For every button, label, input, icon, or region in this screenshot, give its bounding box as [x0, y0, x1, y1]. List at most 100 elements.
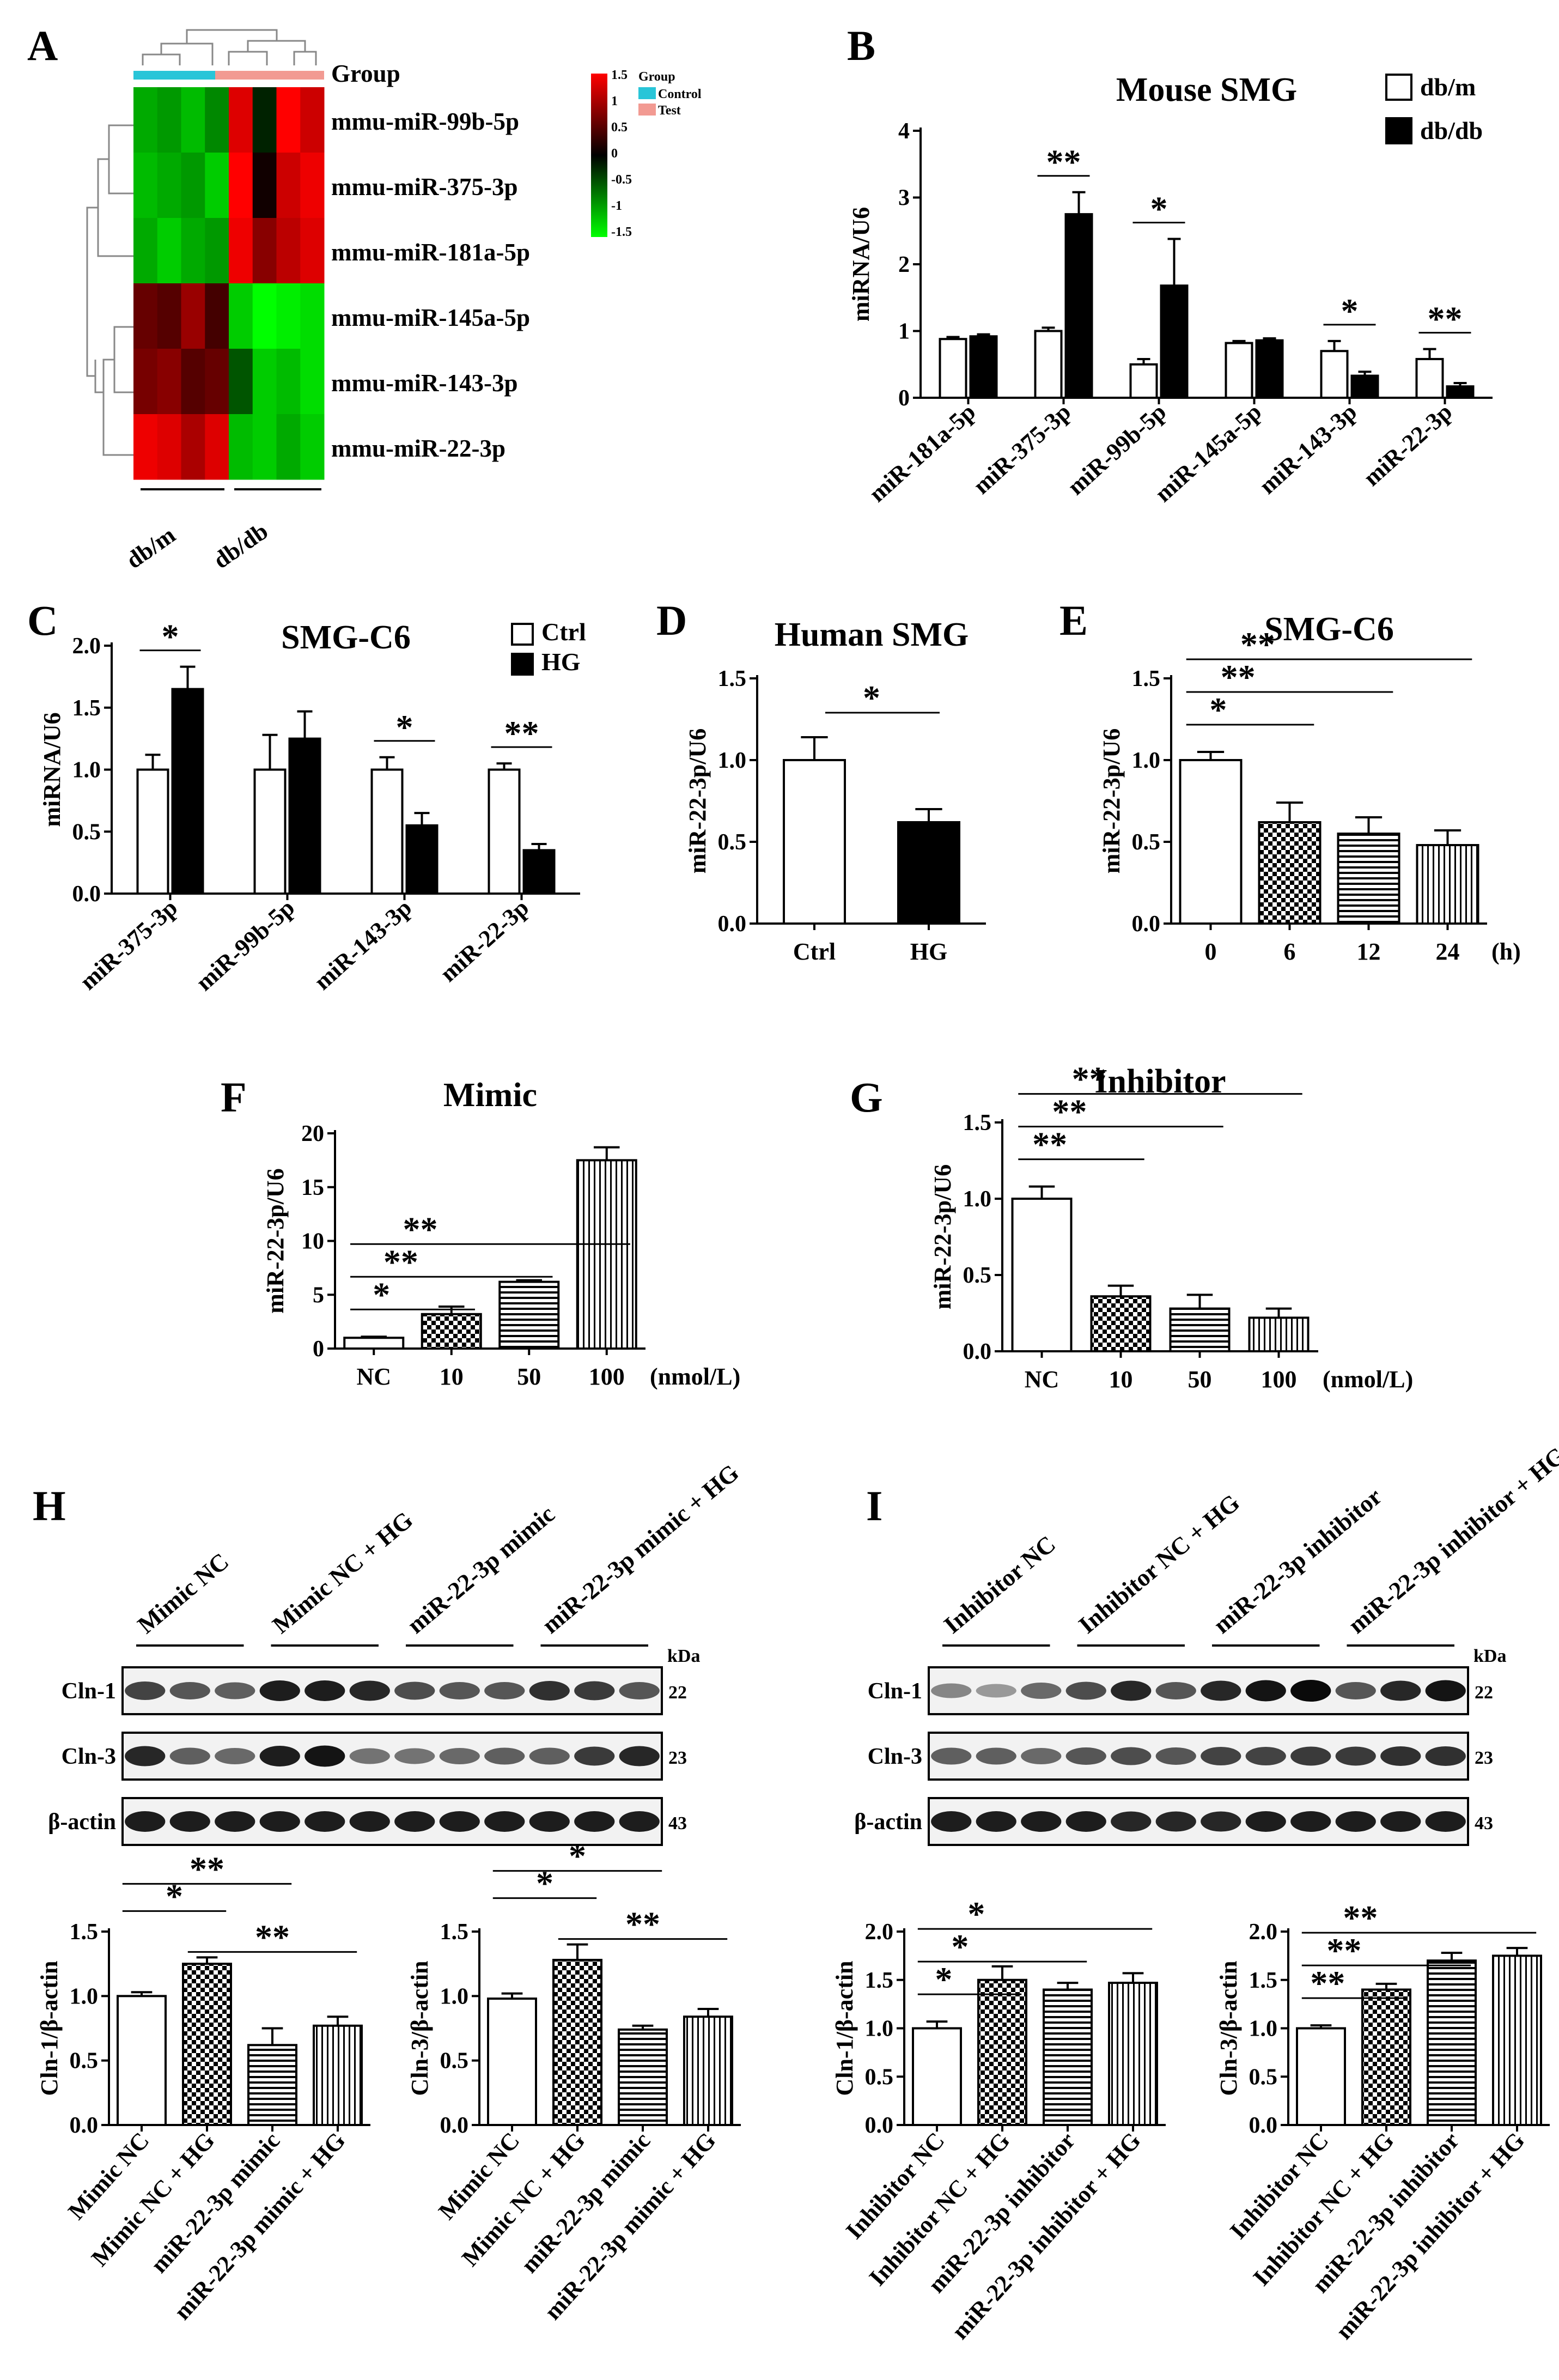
protein-band [1065, 1811, 1106, 1832]
y-tick-label: 1.0 [718, 748, 747, 773]
x-category-label: NC [356, 1363, 391, 1390]
y-tick-label: 0.0 [963, 1339, 992, 1364]
heatmap-cell [133, 349, 158, 415]
y-tick-label: 1.5 [865, 1968, 894, 1993]
protein-band [1155, 1682, 1196, 1699]
protein-band [1380, 1746, 1421, 1766]
blot-frame [121, 1797, 663, 1846]
protein-band [1201, 1811, 1241, 1832]
heatmap-cell [276, 153, 301, 218]
heatmap-cell [181, 349, 205, 415]
protein-band [125, 1811, 166, 1832]
significance-stars: ** [1072, 1060, 1107, 1098]
bar [488, 768, 521, 895]
protein-band [931, 1747, 972, 1765]
significance-stars: ** [255, 1917, 290, 1956]
significance-stars: * [396, 708, 413, 746]
lane-group-label: miR-22-3p mimic [402, 1500, 560, 1638]
heatmap-cell [252, 283, 277, 349]
protein-band [349, 1680, 390, 1701]
heatmap-cell [205, 87, 229, 153]
heatmap-cell [205, 283, 229, 349]
y-tick-label: 1.0 [865, 2017, 894, 2042]
legend-label: Ctrl [541, 618, 586, 646]
protein-band [349, 1748, 390, 1764]
bar [1258, 821, 1322, 925]
bar [1415, 357, 1444, 399]
chart-g: G Inhibitor0.00.51.01.5miR-22-3p/U6******… [850, 1060, 1413, 1393]
bar [405, 824, 439, 895]
heatmap-cell [276, 218, 301, 284]
y-tick-label: 1.5 [1249, 1968, 1278, 1993]
y-tick-label: 1.0 [1249, 2017, 1278, 2042]
y-tick-label: 0.0 [70, 2113, 99, 2138]
y-axis-label: miRNA/U6 [848, 207, 874, 321]
bar [136, 768, 169, 895]
panel-letter: E [1059, 597, 1088, 644]
y-axis-label: Cln-1/β-actin [831, 1960, 858, 2096]
bar [1011, 1198, 1073, 1352]
panel-letter: G [850, 1073, 883, 1121]
protein-band [394, 1748, 435, 1764]
bar [552, 1959, 602, 2126]
bar [522, 849, 556, 895]
bar [1034, 330, 1063, 399]
bar [1248, 1316, 1310, 1352]
y-tick-label: 1.5 [70, 1920, 99, 1945]
blot-frame [928, 1797, 1469, 1846]
protein-band [1290, 1811, 1331, 1832]
y-tick-label: 20 [301, 1121, 324, 1146]
protein-band [1155, 1747, 1196, 1765]
y-tick-label: 1 [898, 319, 910, 344]
x-category-label: 10 [1109, 1366, 1133, 1393]
band-kda: 22 [668, 1683, 687, 1703]
protein-band [1245, 1747, 1286, 1765]
protein-band [976, 1684, 1016, 1698]
protein-band [1201, 1680, 1241, 1701]
y-tick-label: 2.0 [1249, 1920, 1278, 1945]
panel-letter: C [27, 597, 58, 644]
y-tick-label: 1.0 [1132, 748, 1161, 773]
significance-stars: * [967, 1895, 985, 1933]
significance-stars: * [162, 617, 179, 656]
heatmap-cell [300, 283, 325, 349]
y-axis-label: Cln-1/β-actin [36, 1960, 63, 2096]
protein-band [484, 1811, 525, 1832]
legend-swatch-control [638, 87, 656, 99]
bar [1169, 1307, 1231, 1353]
heatmap-group-label: Group [331, 60, 400, 87]
bar [1492, 1954, 1542, 2126]
x-category-label: miR-181a-5p [864, 398, 981, 507]
heatmap-cell [181, 153, 205, 218]
heatmap-cell [157, 283, 181, 349]
bar [1337, 833, 1400, 925]
heatmap-cell [252, 349, 277, 415]
protein-band [125, 1746, 166, 1766]
band-kda: 43 [668, 1813, 687, 1833]
significance-stars: * [1341, 292, 1359, 330]
y-axis-label: miR-22-3p/U6 [684, 728, 711, 873]
significance-stars: ** [1240, 625, 1275, 664]
significance-stars: ** [1326, 1931, 1361, 1970]
heatmap-cell [229, 414, 253, 480]
heatmap-row-label: mmu-miR-145a-5p [331, 304, 530, 331]
protein-band [1425, 1680, 1466, 1702]
band-kda: 43 [1475, 1813, 1493, 1833]
heatmap-cell [276, 414, 301, 480]
y-tick-label: 0.0 [1132, 912, 1161, 937]
protein-band [1155, 1811, 1196, 1832]
panel-letter: I [866, 1482, 882, 1529]
panel-a-heatmap: A Group mmu-miR-99b-5pmmu-miR-375-3pmmu-… [27, 22, 702, 574]
significance-stars: * [1150, 189, 1168, 228]
legend-label-test: Test [658, 104, 681, 118]
protein-band [484, 1747, 525, 1765]
bar [313, 2024, 363, 2126]
heatmap-row-label: mmu-miR-22-3p [331, 435, 506, 462]
y-tick-label: 0.5 [70, 2049, 99, 2074]
y-tick-label: 1.0 [963, 1187, 992, 1212]
y-tick-label: 0 [313, 1337, 324, 1362]
color-scale-ticks: 1.5 1 0.5 0 -0.5 -1 -1.5 [611, 68, 632, 239]
bar [1320, 350, 1349, 399]
